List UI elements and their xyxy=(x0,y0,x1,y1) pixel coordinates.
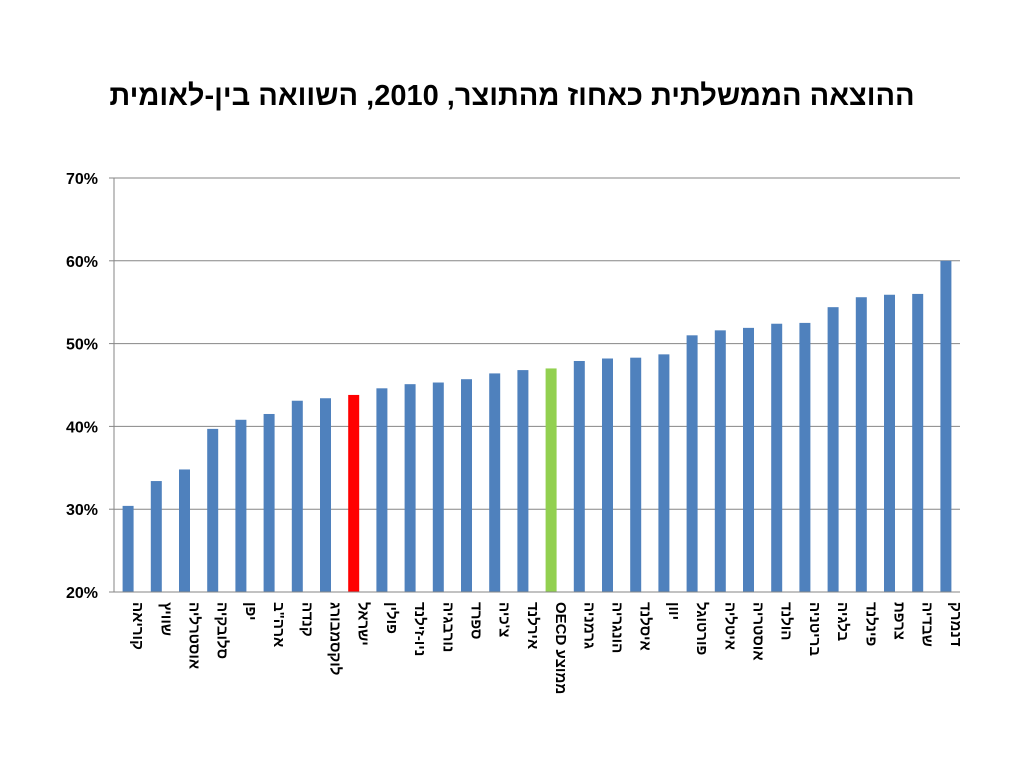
bar xyxy=(545,368,557,592)
bars-layer xyxy=(122,260,952,592)
chart-title: ההוצאה הממשלתית כאחוז מהתוצר, 2010, השוו… xyxy=(109,80,915,112)
x-tick-label: שבדיה xyxy=(919,602,936,647)
bar xyxy=(517,370,529,592)
bar xyxy=(573,360,585,592)
axis-layer xyxy=(113,178,960,593)
x-tick-label: ארה"ב xyxy=(270,602,287,647)
bar xyxy=(404,384,416,592)
bar xyxy=(263,413,275,592)
y-tick-label: 40% xyxy=(66,419,98,436)
bar xyxy=(489,373,501,592)
bar xyxy=(122,505,134,592)
bar xyxy=(602,358,613,592)
bar xyxy=(714,330,726,592)
y-tick-label: 70% xyxy=(66,171,98,188)
bar xyxy=(658,354,670,592)
x-tick-label: גרמניה xyxy=(580,602,597,649)
x-tick-label: ספרד xyxy=(468,602,485,639)
x-tick-label: איטליה xyxy=(721,602,738,650)
bar xyxy=(235,419,247,592)
bar xyxy=(179,469,190,592)
bar xyxy=(686,335,698,592)
bar xyxy=(461,379,472,592)
bar xyxy=(884,294,895,592)
y-tick-label: 30% xyxy=(66,502,98,519)
x-tick-label: ישראל xyxy=(355,602,372,646)
bar xyxy=(150,481,162,592)
x-tick-label: נורבגיה xyxy=(439,602,456,652)
y-tick-label: 60% xyxy=(66,254,98,271)
bar xyxy=(827,307,839,592)
y-tick-labels: 20% 30% 40% 50% 60% 70% xyxy=(66,171,98,602)
bar xyxy=(855,297,867,592)
x-tick-label: ממוצע OECD xyxy=(552,602,569,694)
x-tick-label: צ'כיה xyxy=(496,602,513,637)
x-tick-label: אוסטריה xyxy=(750,602,767,661)
bar xyxy=(207,428,219,592)
bar xyxy=(799,322,811,592)
x-tick-label: פולין xyxy=(383,602,400,634)
x-tick-label: יוון xyxy=(665,602,682,620)
x-tick-label: הונגריה xyxy=(609,602,626,653)
x-tick-label: אוסטרליה xyxy=(186,602,203,669)
y-tick-label: 50% xyxy=(66,337,98,354)
x-tick-label: בלגיה xyxy=(834,602,851,642)
x-tick-label: ניו-זילנד xyxy=(411,602,428,656)
bar xyxy=(940,260,952,592)
bar xyxy=(291,400,303,592)
bar xyxy=(912,293,924,592)
bar xyxy=(376,388,388,592)
bar xyxy=(348,394,360,592)
x-tick-label: קוריאה xyxy=(129,602,146,650)
x-tick-label: איסלנד xyxy=(637,602,654,651)
x-tick-label: קנדה xyxy=(298,602,315,637)
bar xyxy=(743,327,754,592)
bar xyxy=(771,323,783,592)
y-tick-label: 20% xyxy=(66,585,98,602)
x-tick-label: פינלנד xyxy=(862,602,879,646)
x-tick-label: שוויץ xyxy=(157,602,174,636)
x-tick-label: לוקסמבורג xyxy=(327,602,344,675)
x-tick-label: צרפת xyxy=(891,602,908,640)
x-tick-label: בריטניה xyxy=(806,602,823,656)
x-tick-label: אירלנד xyxy=(524,602,541,649)
x-tick-label: סלובקיה xyxy=(214,602,231,659)
x-tick-labels: קוריאה שוויץ אוסטרליה סלובקיה יפן ארה"ב קנדה לו… xyxy=(129,602,964,694)
x-tick-label: הולנד xyxy=(778,602,795,640)
x-tick-label: דנמרק xyxy=(947,602,964,647)
bar xyxy=(432,382,444,592)
x-tick-label: פורטוגל xyxy=(693,602,710,655)
bar xyxy=(320,398,331,592)
x-tick-label: יפן xyxy=(242,602,259,621)
bar xyxy=(630,357,642,592)
